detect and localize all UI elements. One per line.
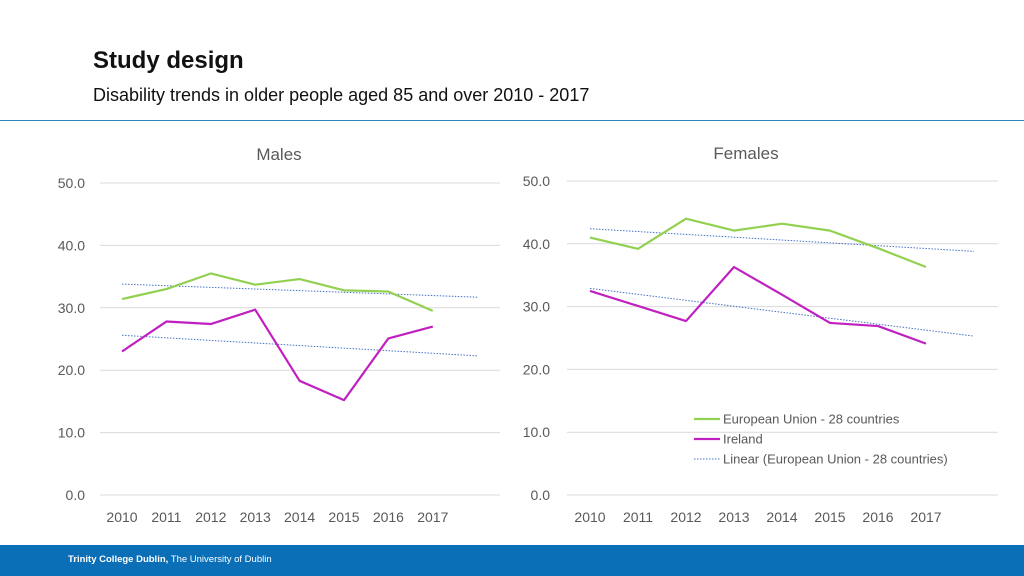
footer-text: Trinity College Dublin, The University o… xyxy=(68,554,272,565)
chart2-y-tick-label: 20.0 xyxy=(523,361,550,377)
chart2-x-tick-label: 2013 xyxy=(718,509,749,525)
footer-institution: Trinity College Dublin, xyxy=(68,554,169,565)
chart2-y-tick-label: 10.0 xyxy=(523,424,550,440)
chart1-y-tick-label: 20.0 xyxy=(58,362,85,378)
header-divider xyxy=(0,120,1024,121)
chart2-x-tick-label: 2012 xyxy=(670,509,701,525)
chart2-x-tick-label: 2010 xyxy=(574,509,605,525)
chart1-x-tick-label: 2012 xyxy=(195,509,226,525)
chart1-y-tick-label: 50.0 xyxy=(58,175,85,191)
chart1-x-tick-label: 2011 xyxy=(151,509,181,525)
chart2-legend-label: Linear (European Union - 28 countries) xyxy=(723,452,948,467)
chart1-y-tick-label: 30.0 xyxy=(58,300,85,316)
chart1-x-tick-label: 2015 xyxy=(328,509,359,525)
chart2-x-tick-label: 2011 xyxy=(623,509,653,525)
chart1-x-tick-label: 2013 xyxy=(240,509,271,525)
chart2-trendline-eu xyxy=(589,228,975,252)
chart2-trendline-ireland xyxy=(589,287,975,337)
chart2-y-tick-label: 30.0 xyxy=(523,299,550,315)
chart1-x-tick-label: 2017 xyxy=(417,509,448,525)
chart1-x-tick-label: 2014 xyxy=(284,509,315,525)
page-title: Study design xyxy=(93,47,244,74)
footer-bar: Trinity College Dublin, The University o… xyxy=(0,545,1024,576)
chart2-y-tick-label: 0.0 xyxy=(531,487,551,503)
chart2-y-tick-label: 40.0 xyxy=(523,236,550,252)
chart2-x-tick-label: 2016 xyxy=(862,509,893,525)
chart1-trendline-ireland xyxy=(121,334,478,357)
chart1-title: Males xyxy=(256,145,301,164)
chart1-x-tick-label: 2016 xyxy=(373,509,404,525)
page-subtitle: Disability trends in older people aged 8… xyxy=(93,85,590,105)
footer-university: The University of Dublin xyxy=(170,554,272,565)
chart1-series-eu xyxy=(121,272,434,312)
chart2-title: Females xyxy=(713,144,778,163)
chart2-x-tick-label: 2017 xyxy=(910,509,941,525)
chart2-series-eu xyxy=(589,217,927,269)
chart1-y-tick-label: 40.0 xyxy=(58,237,85,253)
chart1-trendline-eu xyxy=(121,283,478,298)
chart2-legend-label: European Union - 28 countries xyxy=(723,412,900,427)
chart2-y-tick-label: 50.0 xyxy=(523,173,550,189)
chart2-legend-label: Ireland xyxy=(723,432,763,447)
chart2-x-tick-label: 2014 xyxy=(766,509,797,525)
chart1-x-tick-label: 2010 xyxy=(106,509,137,525)
chart2-x-tick-label: 2015 xyxy=(814,509,845,525)
chart1-series-ireland xyxy=(121,308,434,402)
chart1-y-tick-label: 0.0 xyxy=(66,487,86,503)
chart2-series-ireland xyxy=(589,265,927,345)
chart1-y-tick-label: 10.0 xyxy=(58,425,85,441)
